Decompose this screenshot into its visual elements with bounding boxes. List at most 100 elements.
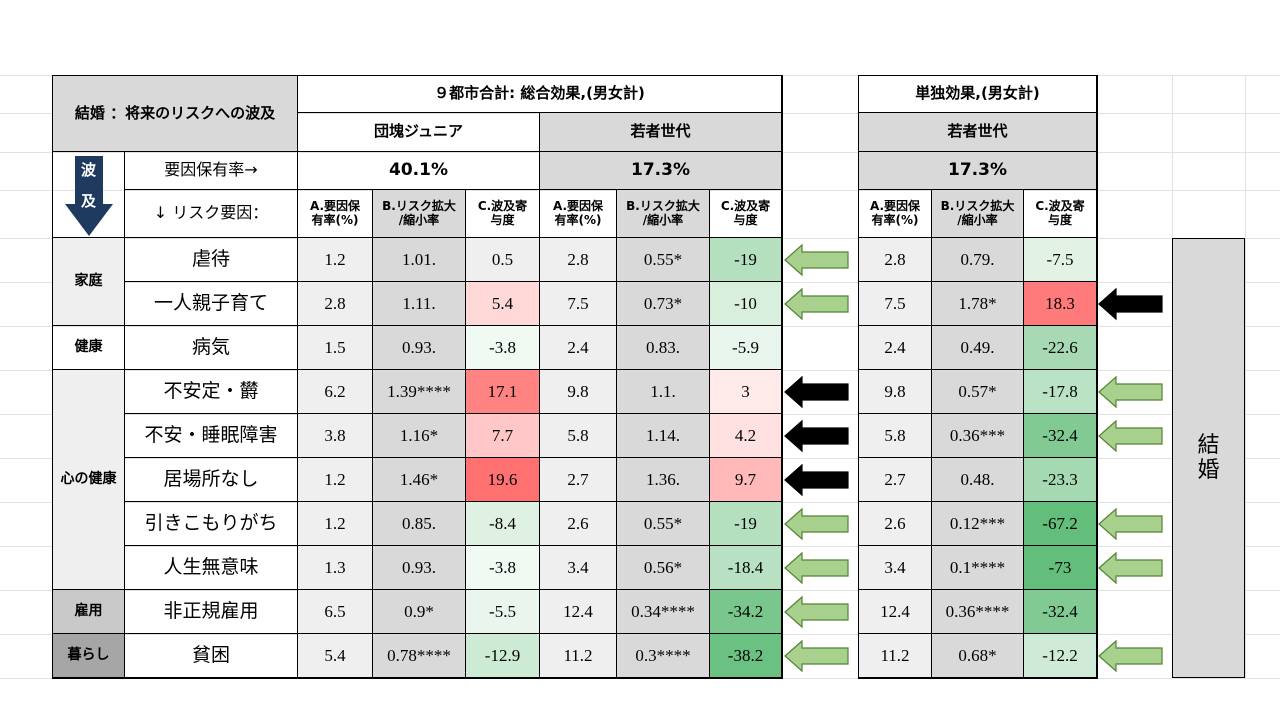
value-young-b: 1.1. xyxy=(617,370,710,414)
solo-effect-title: 単独効果,(男女計) xyxy=(858,75,1097,113)
sub-header-col-c: C.波及寄 与度 xyxy=(710,190,782,238)
value-solo-b: 0.48. xyxy=(932,458,1024,502)
value-junior-b: 0.93. xyxy=(373,546,466,590)
value-young-c: -5.9 xyxy=(710,326,782,370)
value-solo-a: 2.4 xyxy=(858,326,932,370)
value-young-a: 2.8 xyxy=(540,238,617,282)
category-5: 暮らし xyxy=(52,634,125,678)
value-young-b: 0.83. xyxy=(617,326,710,370)
wave-cell: 波 及 xyxy=(52,152,125,238)
value-solo-a: 12.4 xyxy=(858,590,932,634)
value-solo-c: -7.5 xyxy=(1024,238,1097,282)
left-arrow-green-icon xyxy=(784,595,849,629)
value-solo-b: 0.68* xyxy=(932,634,1024,678)
value-solo-c: -17.8 xyxy=(1024,370,1097,414)
group-junior: 団塊ジュニア xyxy=(298,113,540,152)
sub-header-col-c: C.波及寄 与度 xyxy=(466,190,540,238)
value-junior-c: -12.9 xyxy=(466,634,540,678)
risk-label: 不安定・欝 xyxy=(125,370,298,414)
left-arrow-black-icon xyxy=(1098,287,1163,321)
value-solo-a: 7.5 xyxy=(858,282,932,326)
category-4: 雇用 xyxy=(52,590,125,634)
value-young-a: 9.8 xyxy=(540,370,617,414)
value-junior-c: 19.6 xyxy=(466,458,540,502)
value-junior-b: 1.16* xyxy=(373,414,466,458)
value-junior-a: 5.4 xyxy=(298,634,373,678)
value-solo-b: 0.49. xyxy=(932,326,1024,370)
left-arrow-black-icon xyxy=(784,419,849,453)
value-young-a: 11.2 xyxy=(540,634,617,678)
value-junior-a: 1.5 xyxy=(298,326,373,370)
value-young-b: 1.14. xyxy=(617,414,710,458)
value-solo-b: 0.1**** xyxy=(932,546,1024,590)
value-junior-a: 3.8 xyxy=(298,414,373,458)
value-young-c: 3 xyxy=(710,370,782,414)
sub-header-col-c-line: C.波及寄 xyxy=(1035,198,1085,213)
value-junior-a: 6.2 xyxy=(298,370,373,414)
left-arrow-green-icon xyxy=(1098,507,1163,541)
sub-header-col-b: B.リスク拡大/縮小率 xyxy=(932,190,1024,238)
down-arrow-icon xyxy=(64,156,113,236)
sub-header-col-a: A.要因保 有率(%) xyxy=(858,190,932,238)
risk-label: 引きこもりがち xyxy=(125,502,298,546)
sub-header-col-a-line: A.要因保 xyxy=(869,198,921,213)
risk-factor-label: ↓ リスク要因： xyxy=(125,190,298,238)
rate-junior: 40.1% xyxy=(298,152,540,190)
left-arrow-green-icon xyxy=(1098,639,1163,673)
left-arrow-green-icon xyxy=(784,243,849,277)
sub-header-col-c-line: C.波及寄 xyxy=(720,198,771,213)
value-young-a: 12.4 xyxy=(540,590,617,634)
sub-header-col-a-line: 有率(%) xyxy=(311,212,359,227)
value-junior-b: 1.11. xyxy=(373,282,466,326)
risk-label: 虐待 xyxy=(125,238,298,282)
value-young-b: 0.55* xyxy=(617,238,710,282)
value-solo-c: -32.4 xyxy=(1024,414,1097,458)
sub-header-col-c-line: 与度 xyxy=(733,212,758,227)
value-junior-b: 1.01. xyxy=(373,238,466,282)
sub-header-col-c-line: 与度 xyxy=(490,212,515,227)
value-solo-c: -67.2 xyxy=(1024,502,1097,546)
value-junior-a: 2.8 xyxy=(298,282,373,326)
sub-header-col-a: A.要因保 有率(%) xyxy=(540,190,617,238)
value-solo-c: -12.2 xyxy=(1024,634,1097,678)
value-young-a: 2.6 xyxy=(540,502,617,546)
value-junior-c: -3.8 xyxy=(466,546,540,590)
sub-header-col-b: B.リスク拡大/縮小率 xyxy=(373,190,466,238)
value-young-a: 3.4 xyxy=(540,546,617,590)
left-arrow-green-icon xyxy=(1098,419,1163,453)
value-solo-a: 5.8 xyxy=(858,414,932,458)
risk-label: 非正規雇用 xyxy=(125,590,298,634)
left-arrow-green-icon xyxy=(784,287,849,321)
category-3: 心の健康 xyxy=(52,370,125,590)
group-young: 若者世代 xyxy=(540,113,782,152)
category-1: 家庭 xyxy=(52,238,125,326)
value-junior-b: 1.39**** xyxy=(373,370,466,414)
group-young-solo: 若者世代 xyxy=(858,113,1097,152)
table-title: 結婚 ：将来のリスクへの波及 xyxy=(52,75,298,152)
left-arrow-green-icon xyxy=(784,551,849,585)
value-junior-c: -8.4 xyxy=(466,502,540,546)
value-junior-b: 0.78**** xyxy=(373,634,466,678)
side-label-marriage: 結 婚 xyxy=(1172,238,1245,678)
value-solo-c: -32.4 xyxy=(1024,590,1097,634)
value-solo-a: 3.4 xyxy=(858,546,932,590)
category-2: 健康 xyxy=(52,326,125,370)
value-solo-a: 2.6 xyxy=(858,502,932,546)
value-young-a: 2.7 xyxy=(540,458,617,502)
value-young-c: 4.2 xyxy=(710,414,782,458)
value-young-a: 2.4 xyxy=(540,326,617,370)
sub-header-col-a: A.要因保 有率(%) xyxy=(298,190,373,238)
value-junior-c: -5.5 xyxy=(466,590,540,634)
wave-char-2: 及 xyxy=(80,192,96,210)
total-effect-title: ９都市合計: 総合効果,(男女計) xyxy=(298,75,782,113)
risk-label: 人生無意味 xyxy=(125,546,298,590)
sub-header-col-b: B.リスク拡大/縮小率 xyxy=(617,190,710,238)
value-young-c: 9.7 xyxy=(710,458,782,502)
sub-header-col-b-line: /縮小率 xyxy=(398,212,440,227)
value-young-c: -18.4 xyxy=(710,546,782,590)
value-solo-b: 0.12*** xyxy=(932,502,1024,546)
sub-header-col-a-line: 有率(%) xyxy=(554,212,602,227)
risk-label: 不安・睡眠障害 xyxy=(125,414,298,458)
wave-char-1: 波 xyxy=(80,161,96,179)
value-solo-a: 2.8 xyxy=(858,238,932,282)
